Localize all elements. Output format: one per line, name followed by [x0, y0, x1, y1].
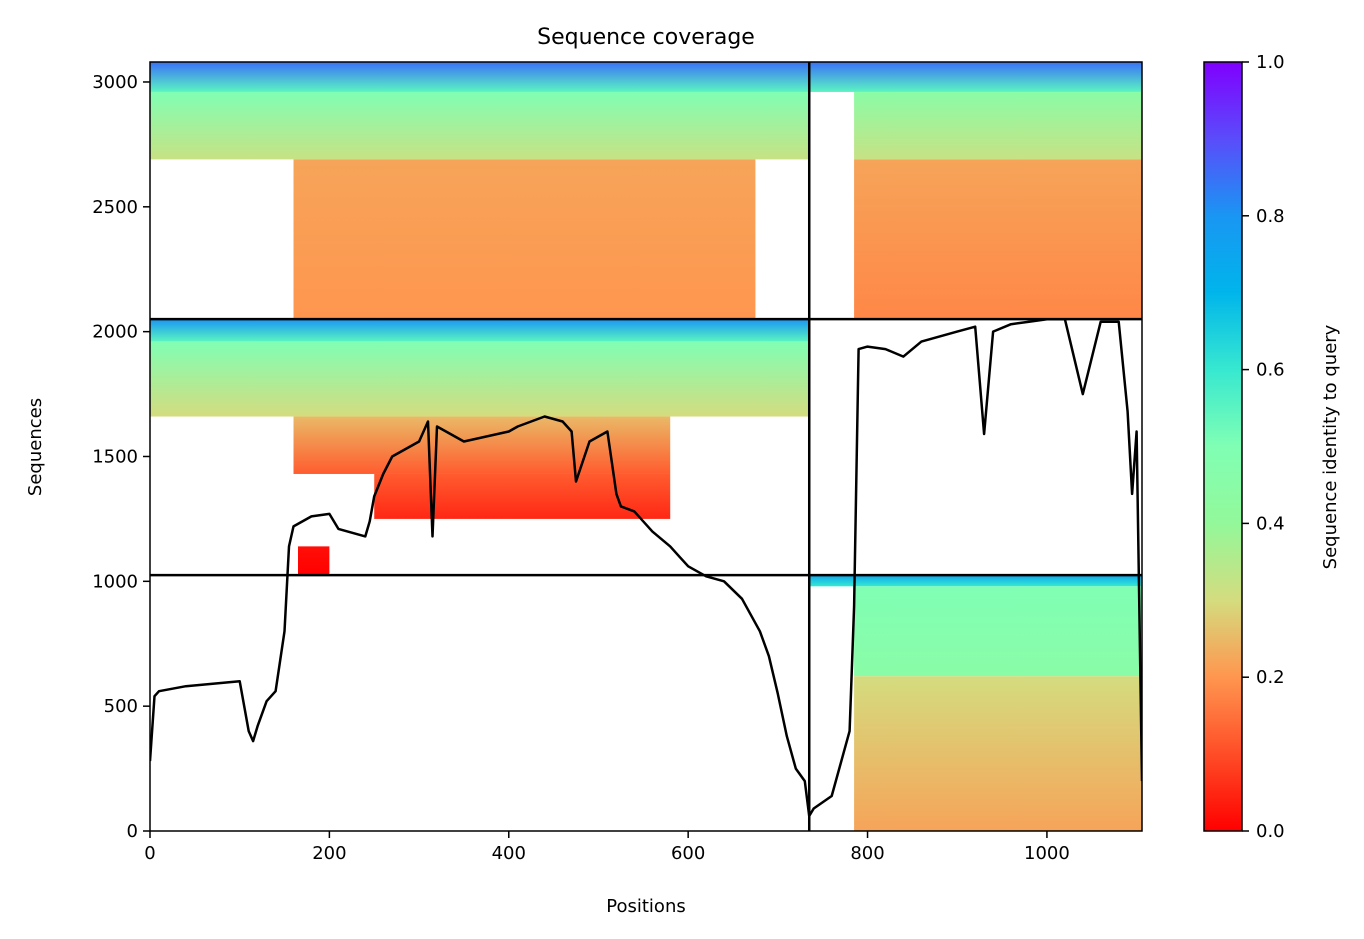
colorbar-tick-label: 0.0	[1256, 821, 1285, 842]
coverage-block	[854, 676, 1142, 831]
colorbar-tick-label: 0.8	[1256, 206, 1285, 227]
x-tick-label: 600	[671, 843, 705, 864]
coverage-block	[150, 91, 810, 160]
boundary-lines	[150, 62, 1142, 831]
colorbar-label: Sequence identity to query	[1320, 324, 1341, 569]
y-tick-label: 1000	[92, 571, 138, 592]
colorbar-tick-label: 0.6	[1256, 360, 1285, 381]
coverage-block	[150, 319, 810, 342]
coverage-block	[854, 159, 1142, 320]
coverage-block	[297, 546, 330, 576]
colorbar-tick-label: 0.2	[1256, 667, 1285, 688]
colorbar-tick-label: 1.0	[1256, 52, 1285, 73]
x-tick-label: 800	[850, 843, 884, 864]
coverage-block	[150, 62, 810, 92]
coverage-heatmap	[150, 62, 1142, 831]
coverage-block	[809, 62, 1142, 92]
coverage-line-layer	[150, 317, 1142, 818]
colorbar-axis: 0.0 0.2 0.4 0.6 0.8 1.0	[1242, 52, 1285, 842]
plot-frame	[149, 61, 1143, 832]
x-tick-label: 0	[144, 843, 155, 864]
coverage-block	[854, 91, 1142, 160]
y-tick-label: 500	[104, 696, 138, 717]
x-axis: 0 200 400 600 800 1000	[144, 831, 1070, 864]
y-tick-label: 2500	[92, 197, 138, 218]
y-axis-label: Sequences	[25, 398, 46, 496]
chart-title: Sequence coverage	[537, 25, 755, 50]
coverage-line	[150, 317, 1142, 818]
colorbar-tick-label: 0.4	[1256, 513, 1285, 534]
x-tick-label: 400	[492, 843, 526, 864]
coverage-block	[854, 586, 1142, 677]
colorbar	[1203, 61, 1243, 832]
x-axis-label: Positions	[606, 896, 685, 917]
y-tick-label: 2000	[92, 322, 138, 343]
coverage-block	[809, 575, 1142, 587]
y-tick-label: 3000	[92, 72, 138, 93]
y-axis: 0 500 1000 1500 2000 2500 3000	[92, 72, 150, 842]
x-tick-label: 200	[312, 843, 346, 864]
coverage-block	[293, 416, 671, 474]
coverage-block	[374, 473, 671, 519]
x-tick-label: 1000	[1024, 843, 1070, 864]
coverage-block	[293, 159, 756, 320]
y-tick-label: 1500	[92, 446, 138, 467]
coverage-block	[150, 341, 810, 417]
y-tick-label: 0	[127, 821, 138, 842]
